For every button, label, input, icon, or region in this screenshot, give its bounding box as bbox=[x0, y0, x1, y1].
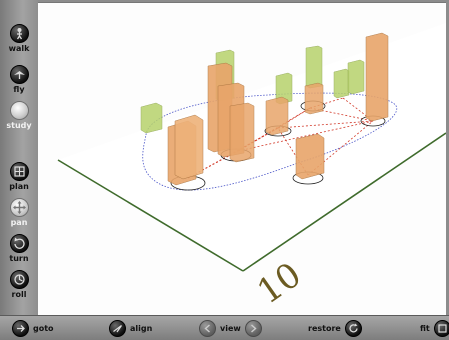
study-icon bbox=[9, 101, 29, 120]
fly-tool[interactable]: fly bbox=[2, 65, 36, 94]
roll-tool[interactable]: roll bbox=[2, 270, 36, 299]
align-label: align bbox=[130, 323, 153, 333]
bottom-toolbar: goto align view restore fit bbox=[0, 315, 449, 340]
walk-label: walk bbox=[8, 44, 30, 53]
roll-label: roll bbox=[11, 290, 27, 299]
study-label: study bbox=[6, 121, 32, 130]
turn-label: turn bbox=[9, 254, 29, 263]
goto-button[interactable]: goto bbox=[12, 319, 58, 337]
scene-canvas[interactable]: 10 bbox=[38, 3, 446, 316]
pan-tool[interactable]: pan bbox=[2, 198, 36, 227]
scene-viewport[interactable]: 10 bbox=[38, 2, 446, 316]
plan-label: plan bbox=[9, 182, 29, 191]
plan-tool[interactable]: plan bbox=[2, 162, 36, 191]
fit-icon bbox=[433, 319, 449, 337]
view-button[interactable]: view bbox=[199, 319, 262, 337]
walk-tool[interactable]: walk bbox=[2, 24, 36, 53]
roll-icon bbox=[9, 270, 29, 289]
goto-icon bbox=[12, 319, 29, 337]
walk-icon bbox=[9, 24, 29, 43]
ground-label: 10 bbox=[250, 255, 308, 313]
restore-label: restore bbox=[308, 323, 341, 333]
turn-icon bbox=[9, 234, 29, 253]
orange-bars bbox=[167, 32, 389, 186]
fly-icon bbox=[9, 65, 29, 84]
navigation-sidebar: walk fly study plan pan bbox=[0, 0, 38, 339]
ground-edge-right bbox=[242, 132, 446, 272]
ground-edge-left bbox=[57, 159, 244, 272]
fit-label: fit bbox=[420, 323, 430, 333]
fit-button[interactable]: fit bbox=[416, 319, 449, 337]
align-icon bbox=[109, 319, 126, 337]
view-back-icon[interactable] bbox=[199, 319, 216, 337]
align-button[interactable]: align bbox=[109, 319, 156, 337]
study-tool[interactable]: study bbox=[2, 101, 36, 130]
restore-button[interactable]: restore bbox=[304, 319, 362, 337]
restore-icon bbox=[344, 319, 362, 337]
view-label: view bbox=[220, 323, 241, 333]
pan-label: pan bbox=[10, 218, 28, 227]
pan-icon bbox=[9, 198, 29, 217]
fly-label: fly bbox=[13, 85, 25, 94]
plan-icon bbox=[9, 162, 29, 181]
view-forward-icon[interactable] bbox=[244, 319, 262, 337]
goto-label: goto bbox=[33, 323, 54, 333]
turn-tool[interactable]: turn bbox=[2, 234, 36, 263]
